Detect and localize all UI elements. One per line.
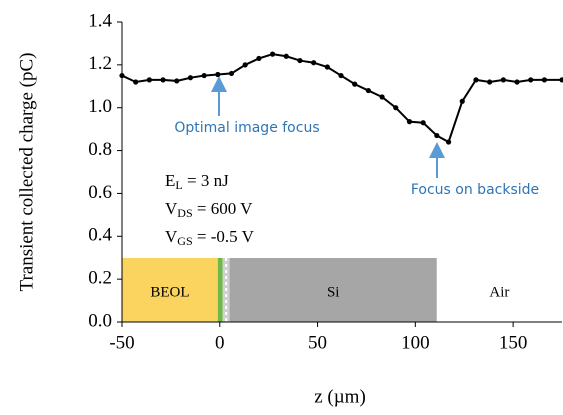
- data-point: [487, 79, 493, 85]
- data-point: [434, 132, 440, 139]
- data-point: [459, 98, 465, 104]
- x-tick-label: 150: [499, 332, 528, 353]
- data-point: [269, 51, 276, 57]
- y-axis-label: Transient collected charge (pC): [16, 52, 37, 291]
- y-tick-label: 0.2: [88, 268, 112, 289]
- y-tick-label: 0.6: [88, 182, 112, 203]
- y-tick-label: 0.4: [88, 225, 112, 246]
- y-tick-label: 0.0: [88, 310, 112, 331]
- condition: EL = 3 nJ: [165, 171, 229, 192]
- condition-sub: DS: [177, 206, 192, 220]
- condition-rest: = -0.5 V: [193, 227, 255, 246]
- data-point: [500, 77, 506, 83]
- data-point: [119, 72, 125, 79]
- data-point: [311, 60, 317, 66]
- data-point: [160, 77, 166, 83]
- region: [217, 258, 223, 322]
- data-point: [528, 77, 534, 83]
- data-point: [187, 75, 194, 81]
- y-tick-label: 1.2: [88, 53, 112, 74]
- data-point: [215, 71, 221, 78]
- annotation: Focus on backside: [411, 182, 539, 198]
- region-label: Si: [327, 284, 340, 300]
- data-point: [541, 77, 548, 83]
- condition-main: V: [165, 227, 178, 246]
- x-tick-label: 100: [401, 332, 430, 353]
- data-point: [228, 70, 235, 77]
- condition-sub: GS: [177, 234, 192, 248]
- data-point: [146, 77, 152, 83]
- data-point: [559, 77, 563, 83]
- data-point: [473, 77, 479, 83]
- condition: VDS = 600 V: [165, 199, 253, 220]
- condition-main: E: [165, 171, 175, 190]
- x-tick-label: 50: [308, 332, 327, 353]
- region: [229, 258, 437, 322]
- data-point: [352, 81, 358, 87]
- data-point: [283, 53, 289, 59]
- data-point: [420, 120, 426, 126]
- data-point: [393, 105, 399, 111]
- data-point: [514, 79, 520, 85]
- data-point: [297, 57, 303, 64]
- x-axis-label: z (µm): [314, 386, 366, 407]
- condition-rest: = 3 nJ: [183, 171, 229, 190]
- condition-sub: L: [175, 178, 182, 192]
- annotation: Optimal image focus: [174, 120, 319, 136]
- y-tick-label: 1.0: [88, 96, 112, 117]
- data-point: [324, 64, 330, 70]
- data-point: [201, 72, 207, 79]
- condition: VGS = -0.5 V: [165, 227, 255, 248]
- region-label: Air: [489, 284, 509, 300]
- condition-rest: = 600 V: [193, 199, 254, 218]
- region-label: BEOL: [150, 284, 189, 300]
- x-tick-label: -50: [109, 332, 134, 353]
- data-point: [256, 55, 262, 62]
- data-point: [406, 119, 413, 125]
- data-point: [133, 79, 139, 85]
- data-point: [445, 139, 452, 145]
- x-tick-label: 0: [215, 332, 225, 353]
- data-point: [338, 72, 344, 79]
- y-tick-label: 0.8: [88, 139, 112, 160]
- region: [122, 258, 218, 322]
- condition-main: V: [165, 199, 178, 218]
- y-tick-label: 1.4: [88, 10, 112, 31]
- data-point: [379, 94, 385, 100]
- data-point: [174, 78, 180, 84]
- region: [436, 258, 562, 322]
- data-point: [242, 62, 248, 68]
- data-point: [365, 87, 371, 94]
